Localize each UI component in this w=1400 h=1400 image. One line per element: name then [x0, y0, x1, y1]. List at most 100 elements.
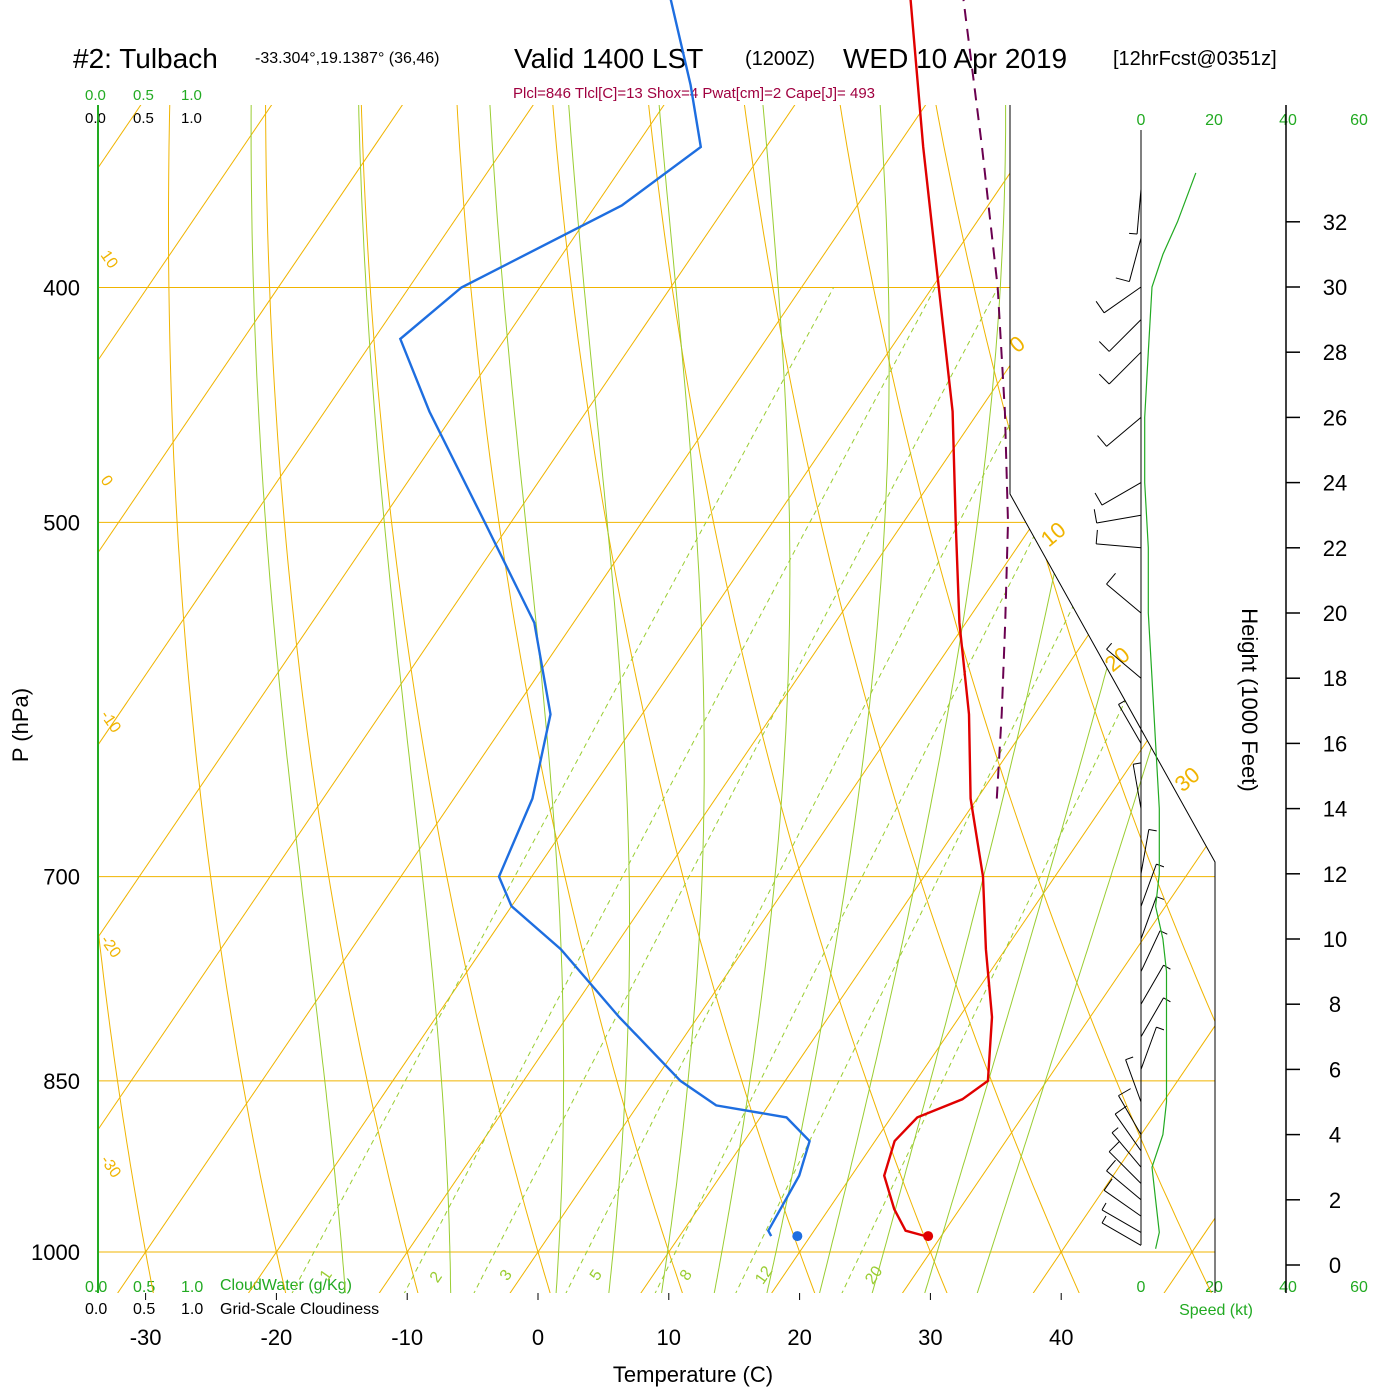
wind-scale: 0 20 40 60 0 20 40 60 Speed (kt): [1137, 112, 1368, 1319]
dry-adiabat-line: [1319, 0, 1400, 1303]
height-tick-label: 18: [1323, 666, 1347, 691]
pressure-tick-label: 850: [43, 1069, 80, 1094]
isotherm-line: [98, 105, 776, 1293]
mixing-ratio-label: 5: [587, 1267, 606, 1284]
cloud-top-green-1: 0.5: [133, 87, 154, 104]
isotherm-label: 20: [1100, 642, 1135, 677]
thermo-grid: [98, 0, 1400, 1303]
mixing-ratio-line: [468, 287, 999, 1293]
dry-adiabat-label: 10: [97, 248, 121, 272]
cloud-bottom-green-0: 0.0: [85, 1279, 107, 1296]
height-tick-label: 4: [1329, 1123, 1341, 1148]
x-tick-label: -10: [391, 1325, 423, 1350]
wind-barb: [1140, 1026, 1165, 1070]
wind-barb-shaft: [1101, 1222, 1142, 1246]
mixing-ratio-label: 3: [497, 1267, 516, 1284]
wind-barb: [1115, 237, 1142, 283]
wind-barb-shaft: [1140, 997, 1164, 1038]
temperature-trace: [882, 0, 994, 1238]
wind-barb-shaft: [1106, 648, 1142, 679]
dry-adiabat-line: [265, 105, 422, 1293]
height-tick-label: 14: [1323, 797, 1347, 822]
wind-bottom-tick-3: 60: [1350, 1279, 1368, 1296]
dry-adiabat-line: [168, 105, 289, 1293]
wind-barb-flag: [1125, 1056, 1134, 1061]
plot-right-boundary: [1009, 105, 1216, 1293]
wind-barb-flag: [1115, 277, 1130, 283]
height-tick-label: 2: [1329, 1188, 1341, 1213]
wind-barb: [1095, 286, 1142, 314]
wind-barb-flag: [1133, 762, 1142, 765]
wind-barb-flag: [1098, 341, 1110, 352]
isotherm-line: [895, 105, 1215, 1293]
wind-barb: [1094, 482, 1142, 506]
isotherm-line: [98, 105, 514, 1293]
dewpoint-trace: [398, 0, 811, 1237]
wind-barb-flag: [1095, 529, 1098, 544]
cloud-bottom-black-1: 0.5: [133, 1301, 155, 1318]
y-axis-title: P (hPa): [8, 688, 33, 762]
wind-barb-shaft: [1101, 1209, 1142, 1233]
wind-barb-shaft: [1096, 514, 1142, 524]
stability-indices: Plcl=846 Tlcl[C]=13 Shox=4 Pwat[cm]=2 Ca…: [513, 85, 875, 102]
isotherm-line: [764, 105, 1215, 1293]
isotherm-line: [241, 105, 1215, 1293]
wind-barb-flag: [1108, 1141, 1120, 1153]
moist-adiabat-line: [356, 105, 452, 1293]
mixing-ratio-line: [649, 287, 1162, 1293]
height-tick-label: 0: [1329, 1253, 1341, 1278]
wind-barb-flag: [1103, 1178, 1113, 1191]
wind-barb: [1106, 642, 1142, 679]
wind-barb: [1098, 351, 1142, 385]
cloud-top-black-1: 0.5: [133, 110, 154, 127]
mixing-ratio-label: 20: [862, 1263, 886, 1287]
x-tick-label: 0: [532, 1325, 544, 1350]
wind-speed-label: Speed (kt): [1179, 1302, 1253, 1319]
wind-barb: [1111, 1127, 1142, 1168]
mixing-ratio-line: [398, 287, 936, 1293]
mixing-ratio-line: [286, 287, 835, 1293]
pressure-tick-label: 1000: [31, 1240, 80, 1265]
cloud-top-green-0: 0.0: [85, 87, 106, 104]
wind-barb-flag: [1118, 1088, 1131, 1097]
wind-barb-shaft: [1140, 964, 1164, 1005]
pressure-tick-label: 400: [43, 276, 80, 301]
wind-bottom-tick-2: 40: [1279, 1279, 1297, 1296]
wind-barb-flag: [1118, 699, 1126, 705]
x-tick-label: 20: [787, 1325, 811, 1350]
wind-barb: [1097, 417, 1142, 447]
cloud-bottom-green-2: 1.0: [181, 1279, 203, 1296]
moist-adiabat-line: [764, 105, 890, 1293]
height-tick-label: 16: [1323, 731, 1347, 756]
wind-barb-shaft: [1111, 1132, 1142, 1168]
cloud-bottom-black-0: 0.0: [85, 1301, 107, 1318]
wind-top-tick-1: 20: [1205, 112, 1223, 129]
moist-adiabat-line: [921, 105, 1215, 1293]
forecast-info: [12hrFcst@0351z]: [1113, 48, 1277, 70]
parcel-trace: [962, 0, 1010, 799]
isotherm-line: [502, 105, 1215, 1293]
dry-adiabat-label: 0: [97, 473, 116, 490]
wind-barb-flag: [1163, 964, 1171, 970]
wind-barb: [1140, 964, 1171, 1005]
isotherm-line: [1156, 105, 1215, 1293]
surface-temperature-dot: [923, 1231, 934, 1242]
zulu-time: (1200Z): [745, 48, 815, 70]
wind-barb-flag: [1148, 828, 1157, 832]
x-tick-label: -20: [261, 1325, 293, 1350]
mixing-ratio-line: [560, 287, 1082, 1293]
isotherm-line: [98, 105, 383, 1293]
isotherm-line: [98, 105, 1037, 1293]
cloudwater-label: CloudWater (g/Kg): [220, 1277, 352, 1294]
x-axis-title: Temperature (C): [613, 1362, 773, 1387]
wind-barbs: [1093, 189, 1171, 1246]
cloud-bottom-black-2: 1.0: [181, 1301, 203, 1318]
cloud-top-green-2: 1.0: [181, 87, 202, 104]
dry-adiabat-line: [709, 105, 1085, 1293]
wind-barb: [1101, 1202, 1142, 1233]
x-tick-label: -30: [130, 1325, 162, 1350]
dry-adiabat-line: [98, 105, 156, 1293]
wind-barb-shaft: [1128, 237, 1142, 282]
